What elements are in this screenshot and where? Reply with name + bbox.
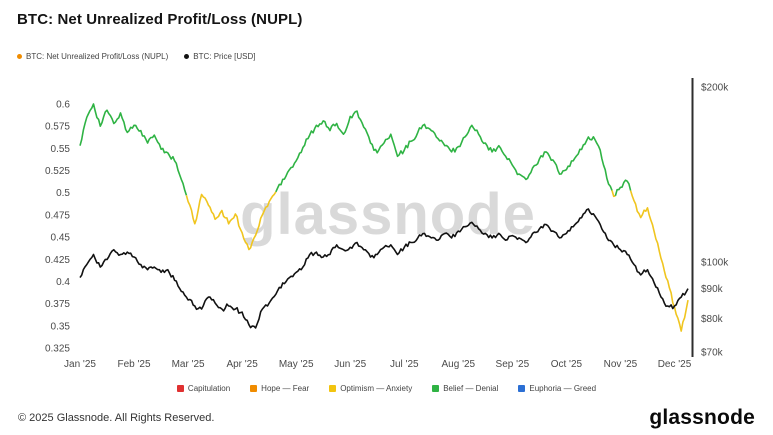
svg-text:0.35: 0.35: [51, 321, 71, 332]
footer: © 2025 Glassnode. All Rights Reserved. g…: [0, 401, 773, 435]
legend-item-nupl[interactable]: BTC: Net Unrealized Profit/Loss (NUPL): [17, 52, 168, 61]
svg-text:0.55: 0.55: [51, 144, 71, 155]
belief-denial-swatch: [432, 385, 440, 392]
svg-text:Aug '25: Aug '25: [442, 359, 476, 370]
svg-text:0.575: 0.575: [45, 122, 70, 133]
svg-text:Mar '25: Mar '25: [172, 359, 205, 370]
band-item-belief-denial: Belief — Denial: [432, 384, 498, 393]
svg-text:May '25: May '25: [279, 359, 314, 370]
svg-text:$200k: $200k: [701, 83, 729, 94]
svg-text:0.5: 0.5: [56, 188, 70, 199]
belief-denial-label: Belief — Denial: [443, 384, 499, 393]
nupl-legend-dot: [17, 54, 22, 59]
svg-text:0.375: 0.375: [45, 299, 70, 310]
svg-text:Jun '25: Jun '25: [334, 359, 366, 370]
svg-text:$100k: $100k: [701, 257, 729, 268]
euphoria-greed-swatch: [518, 385, 526, 392]
svg-text:Nov '25: Nov '25: [604, 359, 638, 370]
hope-fear-label: Hope — Fear: [261, 384, 310, 393]
price-legend-dot: [184, 54, 190, 59]
capitulation-swatch: [176, 385, 184, 392]
svg-text:$80k: $80k: [701, 314, 724, 325]
svg-text:Oct '25: Oct '25: [551, 359, 583, 370]
svg-text:Jan '25: Jan '25: [64, 359, 96, 370]
svg-text:glassnode: glassnode: [240, 182, 536, 247]
svg-text:Apr '25: Apr '25: [226, 359, 258, 370]
svg-text:Jul '25: Jul '25: [390, 359, 419, 370]
optimism-anxiety-swatch: [329, 385, 337, 392]
svg-text:0.525: 0.525: [45, 166, 70, 177]
svg-text:0.6: 0.6: [56, 100, 70, 111]
svg-text:$90k: $90k: [701, 284, 724, 295]
band-item-euphoria-greed: Euphoria — Greed: [518, 384, 596, 393]
svg-text:0.45: 0.45: [51, 233, 71, 244]
legend-item-price[interactable]: BTC: Price [USD]: [184, 52, 256, 61]
page-title: BTC: Net Unrealized Profit/Loss (NUPL): [17, 11, 303, 28]
svg-text:Dec '25: Dec '25: [658, 359, 692, 370]
optimism-anxiety-label: Optimism — Anxiety: [340, 384, 413, 393]
band-item-hope-fear: Hope — Fear: [250, 384, 309, 393]
svg-text:0.425: 0.425: [45, 255, 70, 266]
svg-text:$70k: $70k: [701, 348, 724, 359]
hope-fear-swatch: [250, 385, 258, 392]
svg-text:0.475: 0.475: [45, 210, 70, 221]
price-legend-label: BTC: Price [USD]: [193, 52, 256, 61]
euphoria-greed-label: Euphoria — Greed: [529, 384, 597, 393]
band-item-capitulation: Capitulation: [176, 384, 231, 393]
nupl-legend-label: BTC: Net Unrealized Profit/Loss (NUPL): [26, 52, 169, 61]
series-legend: BTC: Net Unrealized Profit/Loss (NUPL) B…: [17, 52, 256, 61]
band-item-optimism-anxiety: Optimism — Anxiety: [329, 384, 412, 393]
svg-text:Feb '25: Feb '25: [118, 359, 151, 370]
copyright-text: © 2025 Glassnode. All Rights Reserved.: [18, 412, 215, 424]
svg-text:Sep '25: Sep '25: [496, 359, 530, 370]
capitulation-label: Capitulation: [187, 384, 231, 393]
svg-text:0.4: 0.4: [56, 277, 70, 288]
svg-text:0.325: 0.325: [45, 344, 70, 355]
band-legend: Capitulation Hope — Fear Optimism — Anxi…: [0, 384, 773, 393]
glassnode-wordmark: glassnode: [649, 406, 755, 429]
